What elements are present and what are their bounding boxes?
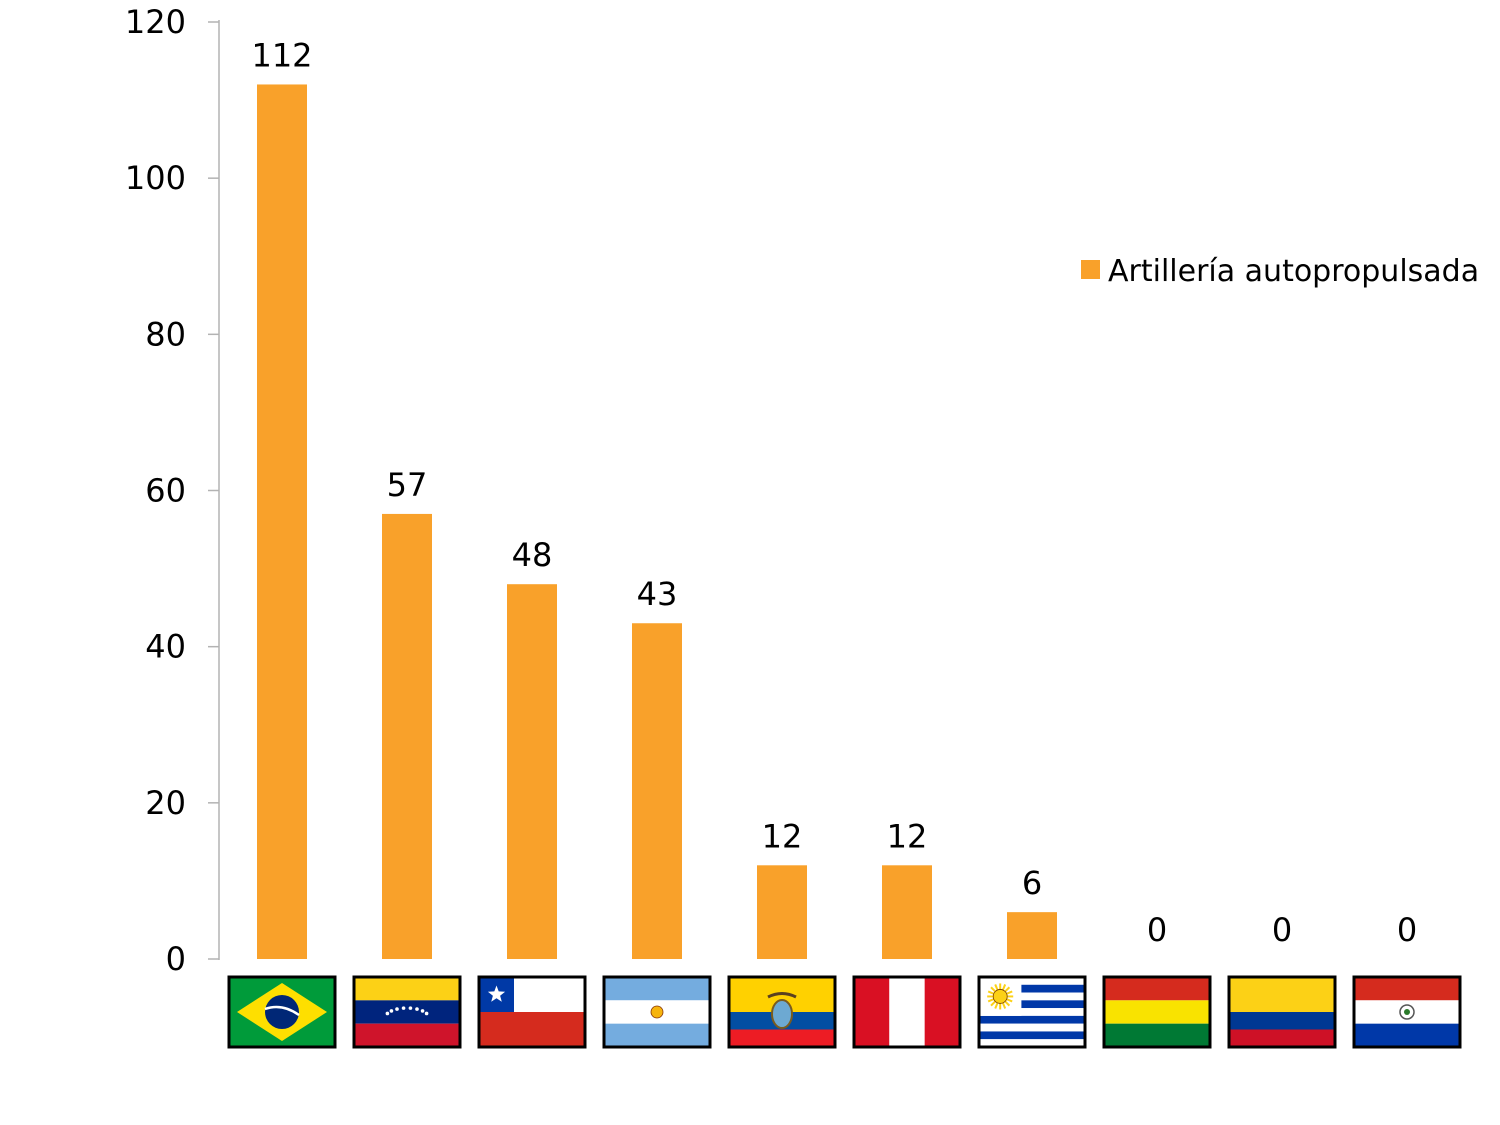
- flag-uruguay-icon: [977, 975, 1087, 1049]
- y-tick-label: 100: [125, 159, 186, 197]
- bar: [507, 584, 557, 959]
- y-tick-label: 20: [145, 784, 186, 822]
- y-tick-label: 80: [145, 315, 186, 353]
- flag-venezuela-icon: [352, 975, 462, 1049]
- data-label: 0: [1272, 911, 1292, 949]
- data-label: 112: [251, 36, 312, 74]
- flag-paraguay-icon: [1352, 975, 1462, 1049]
- legend: Artillería autopropulsada: [1081, 254, 1479, 289]
- bar: [757, 865, 807, 959]
- y-axis-ticks: 0 20 40 60 80 100 120: [125, 3, 219, 978]
- bar: [882, 865, 932, 959]
- data-label: 57: [387, 466, 428, 504]
- data-label: 43: [637, 575, 678, 613]
- data-label: 6: [1022, 864, 1042, 902]
- bar: [382, 513, 432, 959]
- y-tick-label: 40: [145, 628, 186, 666]
- legend-label: Artillería autopropulsada: [1108, 254, 1479, 289]
- bar: [1007, 912, 1057, 959]
- data-label: 48: [512, 536, 553, 574]
- y-tick-label: 60: [145, 472, 186, 510]
- legend-swatch: [1081, 260, 1100, 279]
- flag-argentina-icon: [602, 975, 712, 1049]
- y-tick-label: 120: [125, 3, 186, 41]
- data-labels: 112 57 48 43 12 12 6 0 0 0: [251, 36, 1417, 949]
- data-label: 0: [1147, 911, 1167, 949]
- flag-brazil-icon: [227, 975, 337, 1049]
- data-label: 12: [762, 817, 803, 855]
- flag-bolivia-icon: [1102, 975, 1212, 1049]
- flag-peru-icon: [852, 975, 962, 1049]
- flag-colombia-icon: [1227, 975, 1337, 1049]
- flag-chile-icon: [477, 975, 587, 1049]
- data-label: 12: [887, 817, 928, 855]
- bar: [257, 84, 307, 959]
- data-label: 0: [1397, 911, 1417, 949]
- bars: [257, 84, 1057, 959]
- y-tick-label: 0: [166, 940, 186, 978]
- category-flags: [227, 975, 1462, 1049]
- flag-ecuador-icon: [727, 975, 837, 1049]
- bar: [632, 623, 682, 959]
